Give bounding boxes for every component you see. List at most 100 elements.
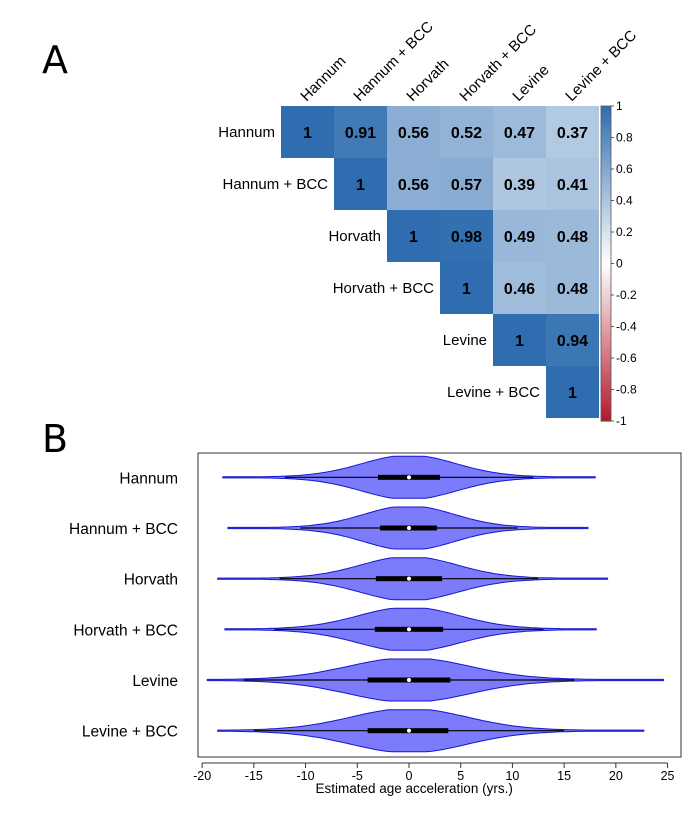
colorbar-tick-label: 0.6 <box>616 162 633 176</box>
panel-a-label: A <box>42 38 68 82</box>
heatmap-cell-label: 0.52 <box>451 125 482 142</box>
heatmap-cell-label: 0.48 <box>557 229 588 246</box>
heatmap-cell-label: 1 <box>568 385 577 402</box>
violin-category-label: Horvath + BCC <box>73 622 178 639</box>
colorbar-segment <box>601 385 611 391</box>
colorbar-segment <box>601 172 611 178</box>
colorbar-tick-label: -0.2 <box>616 288 637 302</box>
colorbar-tick-label: -1 <box>616 414 627 428</box>
colorbar-segment <box>601 291 611 296</box>
heatmap-cell <box>493 106 546 158</box>
colorbar-segment <box>601 365 611 371</box>
colorbar-segment <box>601 153 611 158</box>
colorbar-segment <box>601 271 611 276</box>
colorbar-segment <box>601 354 611 359</box>
colorbar-segment <box>601 125 611 131</box>
heatmap-cell-label: 0.56 <box>398 177 429 194</box>
x-axis-tick-label: -20 <box>193 769 211 783</box>
heatmap-cell-label: 0.57 <box>451 177 482 194</box>
colorbar-segment <box>601 216 611 221</box>
x-axis-tick-label: 25 <box>661 769 675 783</box>
colorbar-segment <box>601 373 611 379</box>
heatmap-cell-label: 0.56 <box>398 125 429 142</box>
heatmap-cell <box>387 158 440 210</box>
violin-category-label: Horvath <box>124 572 178 589</box>
heatmap-cell <box>440 210 493 262</box>
colorbar-segment <box>601 239 611 245</box>
plot-frame <box>197 452 682 758</box>
colorbar-segment <box>601 287 611 292</box>
colorbar-segment <box>601 381 611 387</box>
colorbar-segment <box>601 165 611 170</box>
x-axis-tick-label: -5 <box>352 769 363 783</box>
colorbar-segment <box>601 188 611 194</box>
x-axis-tick-label: 10 <box>505 769 519 783</box>
violin-median <box>406 525 412 531</box>
colorbar-segment <box>601 180 611 186</box>
colorbar-tick-label: 0.4 <box>616 194 633 208</box>
colorbar-segment <box>601 117 611 123</box>
colorbar-segment <box>601 314 611 320</box>
colorbar-segment <box>601 204 611 209</box>
heatmap-cell <box>546 314 599 366</box>
heatmap-cell-label: 1 <box>462 281 471 298</box>
heatmap-row-label: Hannum <box>218 124 275 141</box>
colorbar-segment <box>601 283 611 288</box>
colorbar-tick-label: 0 <box>616 257 623 271</box>
colorbar-segment <box>601 259 611 265</box>
colorbar-segment <box>601 330 611 335</box>
colorbar-segment <box>601 318 611 324</box>
colorbar-segment <box>601 361 611 367</box>
colorbar-segment <box>601 145 611 150</box>
panel-b-label: B <box>42 417 68 461</box>
heatmap-cell-label: 0.41 <box>557 177 588 194</box>
heatmap-col-label: Levine + BCC <box>562 27 640 105</box>
colorbar-segment <box>601 377 611 383</box>
colorbar-segment <box>601 251 611 257</box>
colorbar-segment <box>601 358 611 363</box>
colorbar-segment <box>601 169 611 174</box>
colorbar-segment <box>601 322 611 328</box>
heatmap-cell <box>334 106 387 158</box>
heatmap-cell-label: 0.48 <box>557 281 588 298</box>
colorbar-tick-label: -0.6 <box>616 351 637 365</box>
violin-category-label: Levine + BCC <box>82 724 178 741</box>
colorbar-tick-label: -0.4 <box>616 320 637 334</box>
colorbar-segment <box>601 298 611 304</box>
colorbar-segment <box>601 137 611 143</box>
colorbar-segment <box>601 409 611 414</box>
colorbar-segment <box>601 109 611 115</box>
colorbar-segment <box>601 393 611 398</box>
heatmap-cell-label: 1 <box>356 177 365 194</box>
colorbar-segment <box>601 200 611 206</box>
x-axis-tick-label: 20 <box>609 769 623 783</box>
violin-median <box>406 728 412 734</box>
colorbar-segment <box>601 129 611 135</box>
heatmap-cell-label: 1 <box>409 229 418 246</box>
heatmap-cell-label: 0.49 <box>504 229 535 246</box>
colorbar-segment <box>601 243 611 249</box>
heatmap-row-label: Levine + BCC <box>447 384 540 401</box>
colorbar-segment <box>601 235 611 241</box>
x-axis-tick-label: 5 <box>457 769 464 783</box>
heatmap-cell <box>493 158 546 210</box>
colorbar-segment <box>601 310 611 316</box>
violin-category-label: Hannum <box>119 470 178 487</box>
colorbar-segment <box>601 121 611 127</box>
violin-median <box>406 474 412 480</box>
heatmap-cell <box>546 262 599 314</box>
heatmap-cell <box>440 262 493 314</box>
violin-plot: Hannum Hannum + BCC Horvath Horvath + BCC Le… <box>69 452 682 796</box>
heatmap-cell-label: 0.39 <box>504 177 535 194</box>
heatmap-cell <box>493 314 546 366</box>
colorbar-tick-label: 1 <box>616 99 623 113</box>
heatmap-cell <box>387 210 440 262</box>
heatmap-row-label: Levine <box>443 332 487 349</box>
colorbar-segment <box>601 405 611 410</box>
colorbar-tick-label: -0.8 <box>616 383 637 397</box>
heatmap-cell-label: 0.47 <box>504 125 535 142</box>
colorbar-segment <box>601 267 611 272</box>
colorbar-segment <box>601 346 611 351</box>
heatmap-cell-label: 0.37 <box>557 125 588 142</box>
violin-category-label: Levine <box>132 673 178 690</box>
